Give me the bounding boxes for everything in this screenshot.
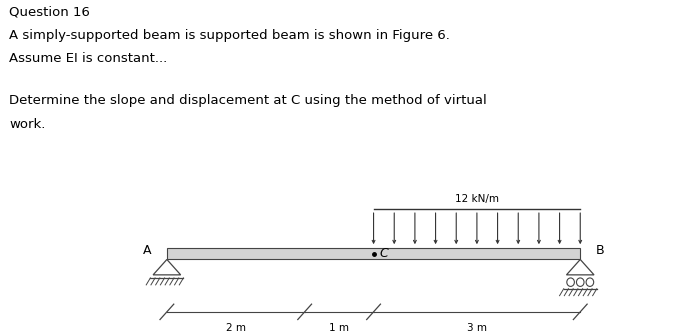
- Text: 2 m: 2 m: [225, 323, 246, 333]
- Text: C: C: [379, 247, 388, 260]
- Text: A: A: [142, 244, 151, 257]
- Text: Determine the slope and displacement at C using the method of virtual: Determine the slope and displacement at …: [9, 94, 487, 107]
- Text: B: B: [596, 244, 604, 257]
- Text: work.: work.: [9, 118, 45, 131]
- Circle shape: [577, 278, 584, 286]
- Text: 1 m: 1 m: [329, 323, 349, 333]
- Text: 12 kN/m: 12 kN/m: [455, 194, 499, 204]
- Circle shape: [586, 278, 594, 286]
- Polygon shape: [153, 259, 181, 275]
- Text: Assume EI is constant...: Assume EI is constant...: [9, 52, 168, 65]
- Polygon shape: [567, 259, 594, 275]
- Text: Question 16: Question 16: [9, 5, 90, 18]
- Text: 3 m: 3 m: [467, 323, 487, 333]
- Text: A simply-supported beam is supported beam is shown in Figure 6.: A simply-supported beam is supported bea…: [9, 29, 450, 42]
- Circle shape: [567, 278, 574, 286]
- Bar: [167, 248, 580, 259]
